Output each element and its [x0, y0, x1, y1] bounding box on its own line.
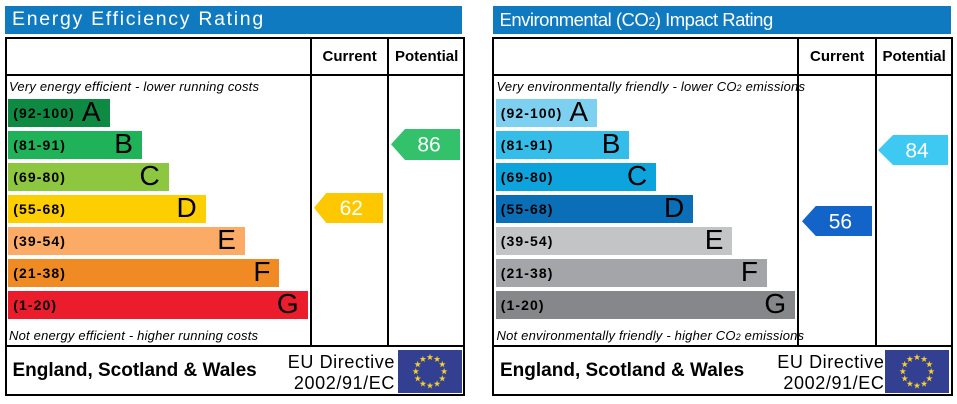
- svg-text:86: 86: [417, 134, 440, 157]
- svg-text:62: 62: [340, 197, 363, 220]
- svg-text:84: 84: [905, 139, 929, 162]
- svg-text:56: 56: [828, 210, 851, 233]
